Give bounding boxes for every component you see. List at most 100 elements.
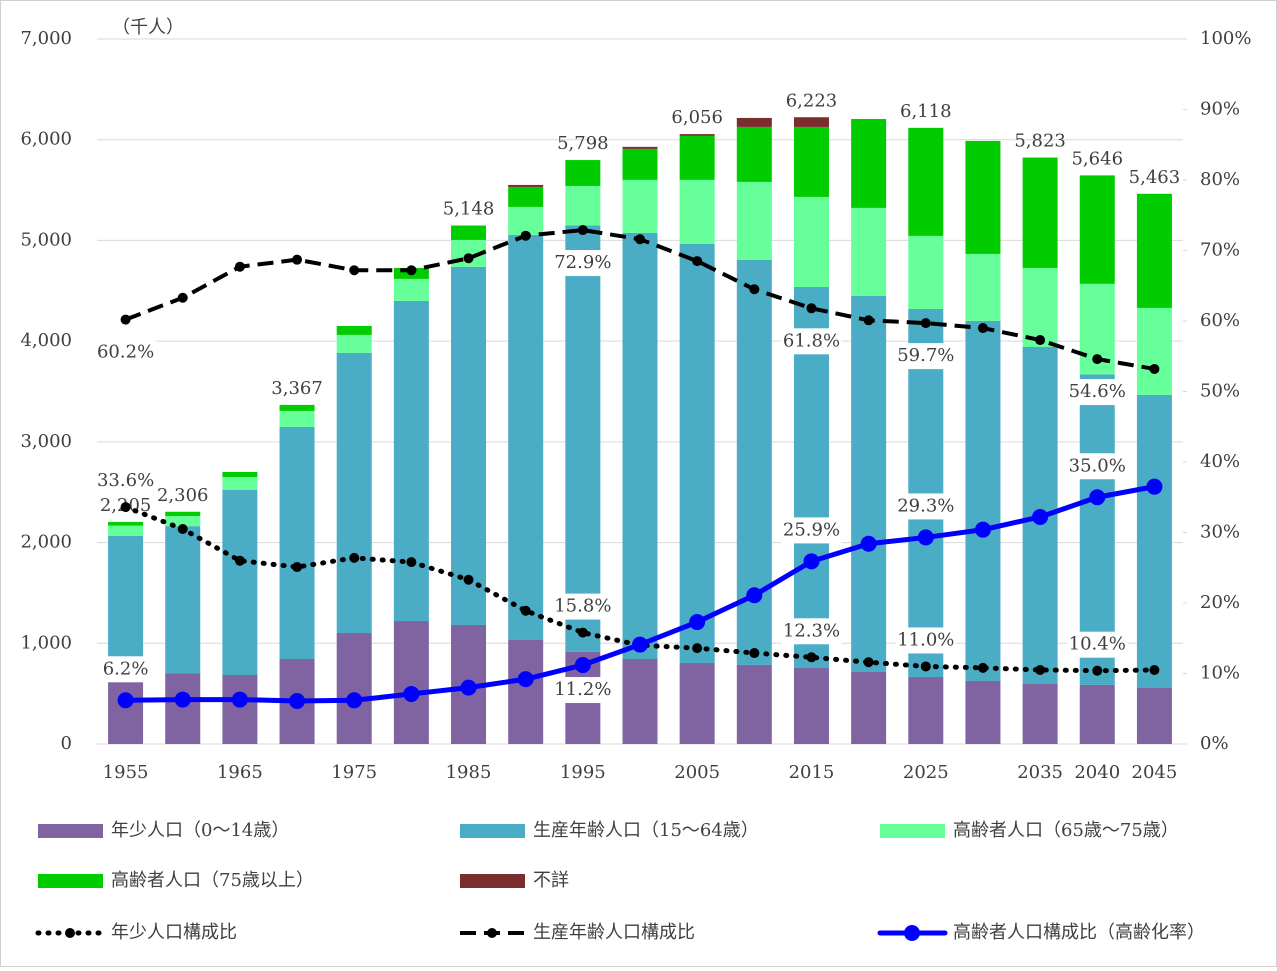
marker	[346, 692, 363, 709]
legend-marker	[904, 925, 920, 941]
bar-segment	[622, 179, 658, 233]
bar-segment	[679, 663, 715, 744]
marker	[746, 587, 763, 604]
marker	[463, 574, 474, 585]
legend-swatch	[38, 874, 103, 888]
marker	[863, 315, 874, 326]
x-tick-label: 2040	[1074, 762, 1120, 783]
bar-segment	[565, 225, 601, 652]
bar-segment	[679, 179, 715, 244]
x-tick-label: 2015	[789, 762, 835, 783]
marker	[1035, 664, 1046, 675]
x-tick-label: 2035	[1017, 762, 1063, 783]
bar-segment	[793, 117, 829, 127]
bar-segment	[1136, 394, 1172, 689]
legend-label: 高齢者人口（75歳以上）	[111, 870, 314, 891]
marker	[1146, 478, 1163, 495]
marker	[292, 254, 303, 265]
bar-segment	[793, 667, 829, 744]
marker	[974, 521, 991, 538]
legend-label: 生産年齢人口（15～64歳）	[533, 820, 759, 841]
y2-tick-label: 0%	[1200, 733, 1229, 754]
legend-label: 不詳	[533, 870, 569, 891]
bar-segment	[108, 521, 144, 526]
bar-segment	[736, 181, 772, 260]
bar-segment	[508, 639, 544, 744]
marker	[1032, 508, 1049, 525]
data-label: 35.0%	[1069, 455, 1126, 476]
marker	[177, 523, 188, 534]
label-box	[1067, 453, 1128, 480]
total-label: 5,823	[1014, 131, 1066, 152]
bar-segment	[393, 300, 429, 622]
x-tick-label: 2025	[903, 762, 949, 783]
bar-segment	[736, 664, 772, 744]
marker	[1149, 664, 1160, 675]
total-label: 3,367	[271, 378, 323, 399]
data-label: 33.6%	[97, 470, 154, 491]
x-tick-label: 1965	[217, 762, 263, 783]
y2-tick-label: 10%	[1200, 663, 1240, 684]
marker	[917, 529, 934, 546]
marker	[1035, 335, 1046, 346]
legend-label: 高齢者人口構成比（高齢化率）	[953, 922, 1205, 943]
marker	[577, 627, 588, 638]
y-tick-label: 2,000	[20, 532, 72, 553]
marker	[692, 643, 703, 654]
x-tick-label: 1975	[331, 762, 377, 783]
marker	[463, 253, 474, 264]
bar-segment	[908, 235, 944, 309]
marker	[234, 555, 245, 566]
y-tick-label: 3,000	[20, 431, 72, 452]
marker	[292, 562, 303, 573]
bar-segment	[222, 675, 258, 744]
marker	[517, 671, 534, 688]
x-tick-label: 1995	[560, 762, 606, 783]
bar-segment	[1022, 267, 1058, 347]
y-tick-label: 6,000	[20, 129, 72, 150]
label-box	[95, 468, 156, 495]
bar-segment	[908, 677, 944, 744]
marker	[231, 691, 248, 708]
label-box	[781, 517, 842, 544]
bar-segment	[508, 184, 544, 187]
data-label: 12.3%	[783, 620, 840, 641]
bar-segment	[622, 148, 658, 180]
data-label: 11.0%	[897, 629, 954, 650]
legend-swatch	[460, 874, 525, 888]
data-label: 54.6%	[1069, 381, 1126, 402]
total-label: 5,148	[443, 199, 495, 220]
bar-segment	[965, 253, 1001, 321]
bar-segment	[279, 426, 315, 659]
x-tick-label: 2045	[1132, 762, 1178, 783]
bar-segment	[279, 410, 315, 427]
y2-tick-label: 90%	[1200, 99, 1240, 120]
y-tick-label: 0	[61, 733, 72, 754]
total-label: 6,118	[900, 101, 952, 122]
x-tick-label: 2005	[674, 762, 720, 783]
bar-segment	[679, 134, 715, 136]
marker	[749, 648, 760, 659]
y-tick-label: 4,000	[20, 330, 72, 351]
bar-segment	[336, 334, 372, 353]
total-label: 2,306	[157, 485, 209, 506]
bar-segment	[165, 526, 201, 674]
bar-segment	[851, 118, 887, 208]
legend-marker	[65, 928, 75, 938]
bar-segment	[965, 140, 1001, 254]
total-label: 5,646	[1071, 148, 1123, 169]
bar-segment	[965, 680, 1001, 744]
x-tick-label: 1985	[446, 762, 492, 783]
total-label: 6,223	[786, 90, 838, 111]
label-box	[895, 627, 956, 654]
marker	[234, 261, 245, 272]
bar-segment	[222, 471, 258, 478]
marker	[860, 535, 877, 552]
bar-segment	[108, 535, 144, 670]
bar-segment	[851, 207, 887, 296]
marker	[460, 679, 477, 696]
label-box	[895, 343, 956, 370]
label-box	[95, 339, 156, 366]
legend-swatch	[880, 824, 945, 838]
